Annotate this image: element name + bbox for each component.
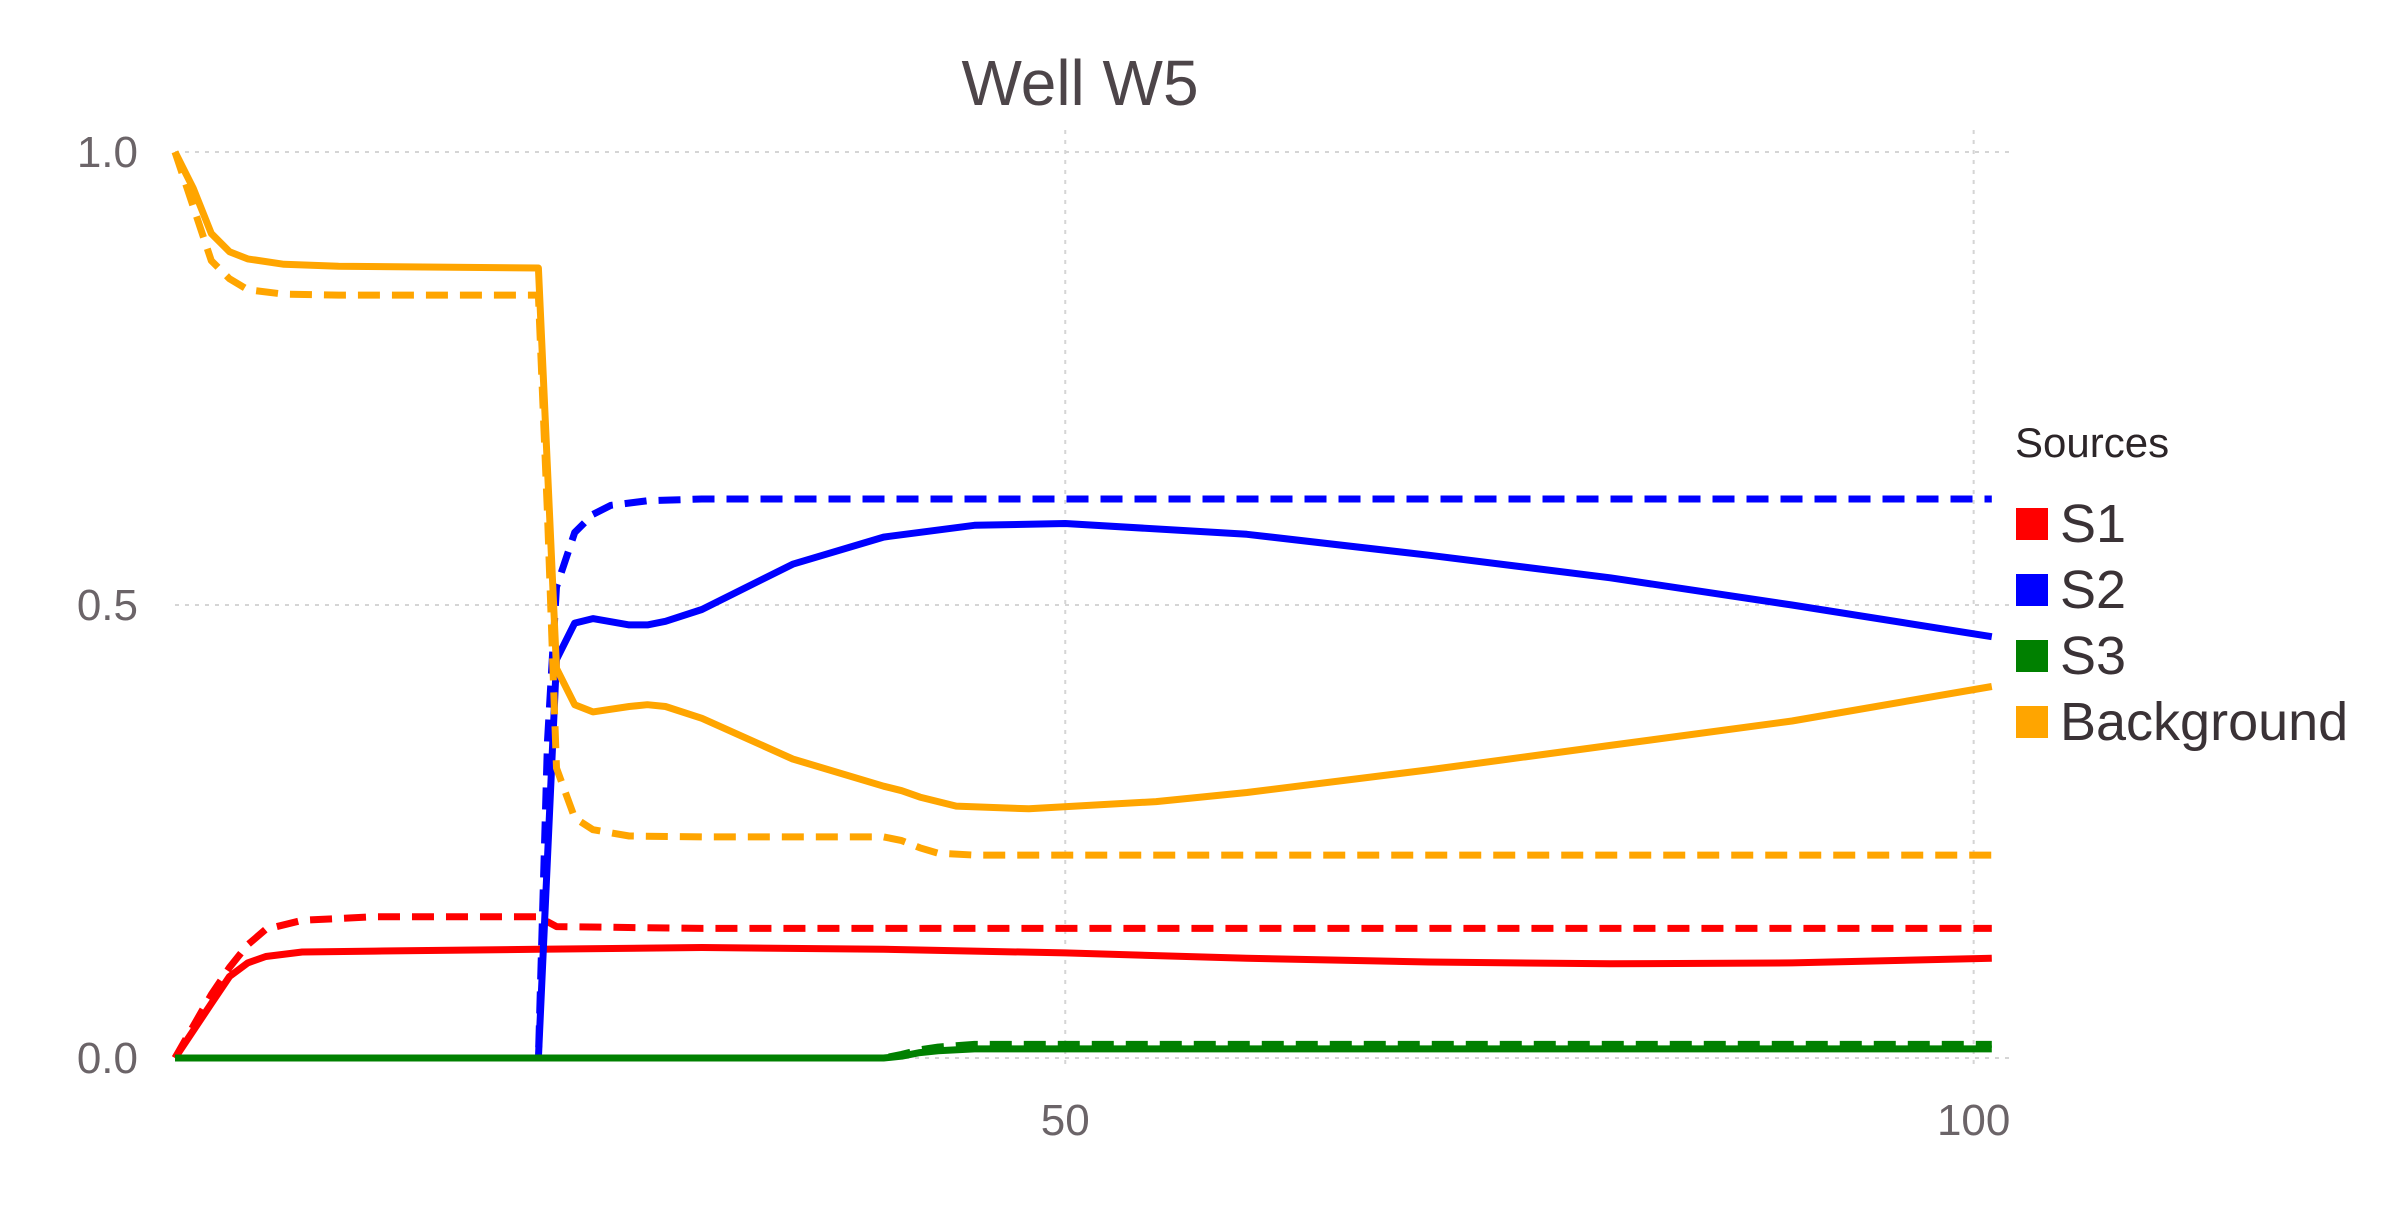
series-line-s1-dashed — [171, 913, 1992, 1060]
series-layer — [171, 150, 1993, 1062]
legend-label-s2: S2 — [2060, 560, 2126, 620]
chart-title: Well W5 — [961, 47, 1198, 119]
series-line-s2-dashed — [175, 495, 1992, 1062]
series-line-s3-dashed — [175, 1040, 1992, 1062]
legend-label-s3: S3 — [2060, 626, 2126, 686]
series-line-s2-solid — [175, 520, 1993, 1062]
grid-layer — [175, 130, 2010, 1066]
x-tick-label: 100 — [1937, 1096, 2010, 1145]
legend-label-background: Background — [2060, 692, 2348, 752]
series-line-s1-solid — [172, 944, 1992, 1060]
y-tick-label: 1.0 — [77, 128, 138, 177]
legend-swatch-s3 — [2016, 640, 2048, 672]
legend-swatch-background — [2016, 706, 2048, 738]
legend-label-s1: S1 — [2060, 494, 2126, 554]
series-line-background-dashed — [171, 150, 1992, 859]
y-tick-label: 0.5 — [77, 581, 138, 630]
y-tick-label: 0.0 — [77, 1034, 138, 1083]
legend-title: Sources — [2015, 419, 2169, 466]
x-tick-label: 50 — [1041, 1096, 1090, 1145]
axis-tick-labels: 0.0 0.5 1.0 50 100 — [77, 128, 2011, 1145]
legend-swatch-s1 — [2016, 508, 2048, 540]
legend-swatch-s2 — [2016, 574, 2048, 606]
series-line-background-solid — [171, 150, 1993, 813]
